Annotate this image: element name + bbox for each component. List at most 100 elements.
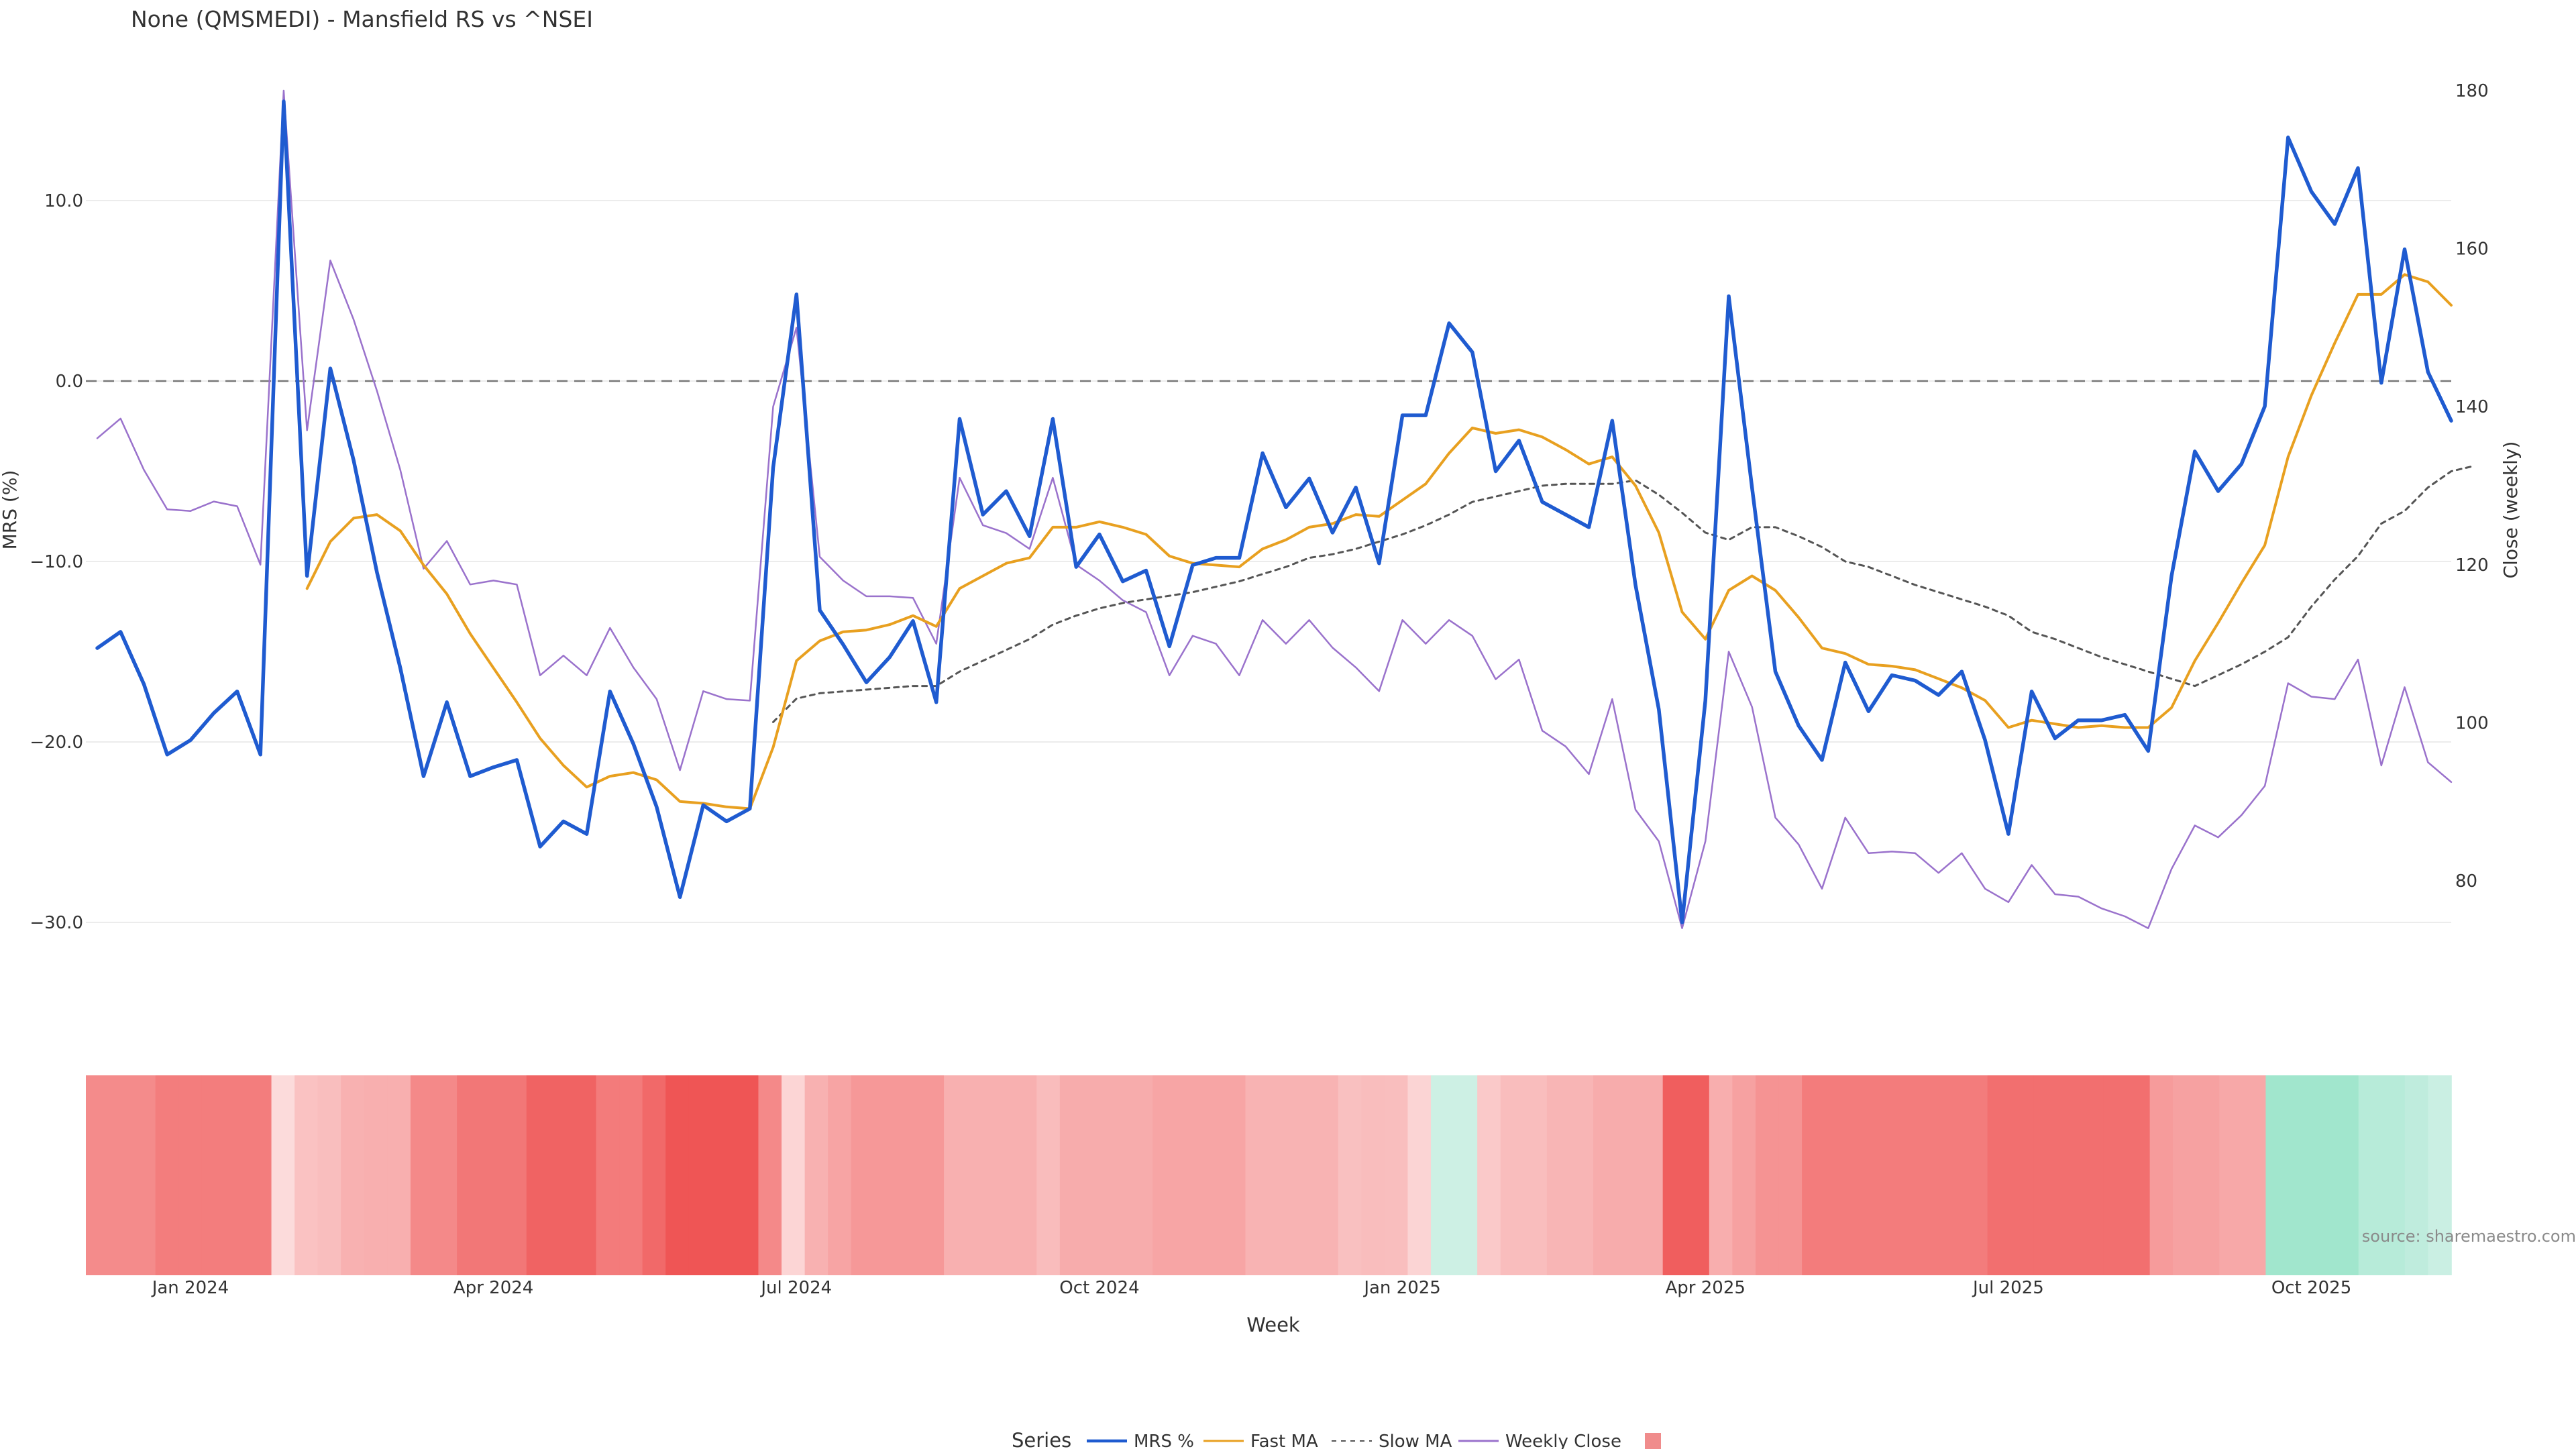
heatmap-cell — [225, 1075, 249, 1275]
heatmap-cell — [944, 1075, 968, 1275]
weekly-close-line — [96, 89, 2453, 929]
fast-ma-line — [305, 273, 2453, 810]
heatmap-cell — [410, 1075, 435, 1275]
x-tick-label: Oct 2024 — [1059, 1278, 1139, 1298]
heatmap-cell — [155, 1075, 180, 1275]
heatmap-cell — [1407, 1075, 1432, 1275]
heatmap-cell — [178, 1075, 203, 1275]
heatmap-cell — [712, 1075, 736, 1275]
right-axis-ticks: 180 160 140 120 100 80 — [2455, 81, 2489, 892]
heatmap-cell — [1616, 1075, 1640, 1275]
heatmap-cell — [549, 1075, 574, 1275]
heatmap-cell — [201, 1075, 226, 1275]
heatmap-cell — [132, 1075, 156, 1275]
heatmap-cell — [2242, 1075, 2267, 1275]
heatmap-cell — [758, 1075, 782, 1275]
x-axis-title: Week — [1246, 1313, 1300, 1336]
left-tick-label: −20.0 — [30, 733, 83, 753]
heatmap-cell — [1175, 1075, 1200, 1275]
x-tick-label: Apr 2024 — [453, 1278, 533, 1298]
legend-title: Series — [1012, 1429, 1071, 1449]
legend-label: Weekly Close — [1505, 1432, 1621, 1449]
heatmap-cell — [2335, 1075, 2359, 1275]
heatmap-cell — [2358, 1075, 2383, 1275]
heatmap-cell — [109, 1075, 133, 1275]
heatmap-cell — [2289, 1075, 2313, 1275]
heatmap-cell — [990, 1075, 1014, 1275]
right-tick-label: 140 — [2455, 397, 2489, 417]
heatmap-cell — [2103, 1075, 2127, 1275]
heatmap-cell — [1778, 1075, 1803, 1275]
x-tick-label: Jan 2025 — [1362, 1278, 1441, 1298]
heatmap-cell — [1523, 1075, 1548, 1275]
heatmap-cell — [1013, 1075, 1038, 1275]
heatmap-cell — [2010, 1075, 2035, 1275]
heatmap-cell — [1917, 1075, 1942, 1275]
heatmap-cell — [2265, 1075, 2290, 1275]
heatmap-cell — [2149, 1075, 2174, 1275]
heatmap-cell — [920, 1075, 945, 1275]
heatmap-cell — [1941, 1075, 1965, 1275]
heatmap-cell — [782, 1075, 806, 1275]
heatmap-cell — [1477, 1075, 1501, 1275]
slow-ma-line — [772, 464, 2476, 723]
heatmap-cell — [1640, 1075, 1664, 1275]
heatmap-cell — [572, 1075, 597, 1275]
heatmap-cell — [967, 1075, 991, 1275]
legend-label: Slow MA — [1379, 1432, 1452, 1449]
heatmap-cell — [1454, 1075, 1478, 1275]
x-tick-label: Jan 2024 — [151, 1278, 229, 1298]
heatmap-cell — [526, 1075, 551, 1275]
heatmap-cell — [1570, 1075, 1594, 1275]
legend-swatch-heatmap — [1645, 1433, 1661, 1449]
heatmap-cell — [503, 1075, 527, 1275]
heatmap-cell — [642, 1075, 667, 1275]
legend: Series MRS % Fast MA Slow MA Weekly Close — [1012, 1429, 1661, 1449]
legend-label: Fast MA — [1250, 1432, 1318, 1449]
heatmap-cell — [1755, 1075, 1780, 1275]
right-tick-label: 80 — [2455, 871, 2477, 892]
right-tick-label: 160 — [2455, 239, 2489, 260]
heatmap-cell — [364, 1075, 388, 1275]
heatmap-cell — [2312, 1075, 2336, 1275]
heatmap-cell — [1964, 1075, 1988, 1275]
x-tick-label: Oct 2025 — [2271, 1278, 2351, 1298]
left-axis-ticks: 10.0 0.0 −10.0 −20.0 −30.0 — [30, 191, 83, 933]
heatmap-cell — [457, 1075, 481, 1275]
heatmap-cell — [1546, 1075, 1571, 1275]
heatmap-cell — [1384, 1075, 1409, 1275]
heatmap-cell — [2057, 1075, 2081, 1275]
heatmap-cell — [1709, 1075, 1733, 1275]
heatmap-cell — [1199, 1075, 1223, 1275]
heatmap-cell — [1848, 1075, 1872, 1275]
heatmap-cell — [1361, 1075, 1385, 1275]
heatmap-cell — [294, 1075, 319, 1275]
heatmap-cell — [665, 1075, 690, 1275]
heatmap-cell — [735, 1075, 759, 1275]
legend-label: MRS % — [1134, 1432, 1194, 1449]
heatmap-cell — [1222, 1075, 1246, 1275]
heatmap-strip — [86, 1075, 2452, 1275]
heatmap-cell — [1129, 1075, 1153, 1275]
heatmap-cell — [1036, 1075, 1061, 1275]
heatmap-cell — [248, 1075, 272, 1275]
right-tick-label: 120 — [2455, 555, 2489, 576]
heatmap-cell — [1338, 1075, 1362, 1275]
heatmap-cell — [1987, 1075, 2011, 1275]
heatmap-cell — [341, 1075, 365, 1275]
heatmap-cell — [271, 1075, 295, 1275]
heatmap-cell — [2080, 1075, 2104, 1275]
heatmap-cell — [596, 1075, 620, 1275]
heatmap-cell — [1245, 1075, 1269, 1275]
heatmap-cell — [1430, 1075, 1455, 1275]
heatmap-cell — [2404, 1075, 2429, 1275]
heatmap-cell — [1802, 1075, 1826, 1275]
left-tick-label: −10.0 — [30, 552, 83, 572]
heatmap-cell — [480, 1075, 504, 1275]
heatmap-cell — [1059, 1075, 1084, 1275]
heatmap-cell — [433, 1075, 458, 1275]
heatmap-cell — [1825, 1075, 1849, 1275]
x-axis-ticks: Jan 2024 Apr 2024 Jul 2024 Oct 2024 Jan 2025… — [151, 1278, 2352, 1298]
heatmap-cell — [619, 1075, 643, 1275]
